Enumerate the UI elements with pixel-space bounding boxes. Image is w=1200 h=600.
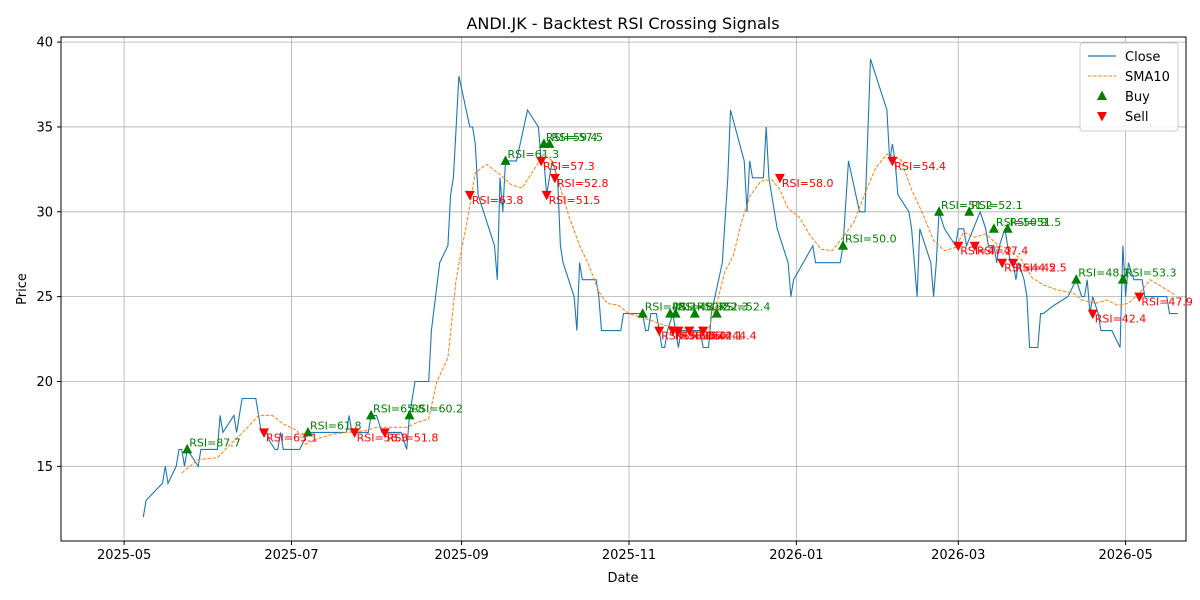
buy-marker [1117,274,1128,284]
buy-marker [366,409,377,420]
sell-marker [1087,309,1098,320]
buy-marker [1071,274,1082,284]
sell-marker [698,326,709,337]
sell-signal-label: RSI=58.0 [782,177,834,190]
x-tick-label: 2026-05 [1098,548,1152,563]
buy-signal-label: RSI=59.4 [546,131,598,144]
sell-marker [969,241,980,252]
x-tick-label: 2025-05 [97,548,151,563]
legend-close-label: Close [1125,50,1160,65]
buy-marker [500,155,511,165]
buy-marker [838,240,849,250]
x-tick-label: 2026-01 [769,548,823,563]
sell-marker [887,156,898,167]
buy-signal-label: RSI=87.7 [189,436,241,449]
buy-marker [637,308,648,318]
buy-marker [404,409,415,420]
legend-sell-swatch [1097,112,1107,122]
sell-marker [1134,292,1145,303]
sell-marker [654,326,665,337]
legend-sma10-label: SMA10 [1125,70,1170,85]
buy-signal-label: RSI=53.3 [1125,267,1177,280]
buy-signal-label: RSI=61.8 [310,419,362,432]
sell-marker [684,326,695,337]
x-tick-label: 2026-03 [931,548,985,563]
buy-signal-label: RSI=65.8 [373,402,425,415]
sell-signal-label: RSI=47.4 [977,245,1029,258]
x-axis-label: Date [607,571,638,586]
sell-marker [1008,258,1019,269]
buy-signal-label: RSI=52.3 [697,301,749,314]
legend-sell-label: Sell [1125,110,1148,125]
chart-title: ANDI.JK - Backtest RSI Crossing Signals [466,14,779,33]
y-tick-label: 20 [36,375,53,390]
sell-signal-label: RSI=42.4 [1095,313,1147,326]
x-tick-label: 2025-09 [434,548,488,563]
buy-marker [182,443,193,454]
sell-marker [259,428,270,438]
sell-signal-label: RSI=44.5 [1004,262,1056,275]
legend-box [1079,42,1179,132]
sell-signal-label: RSI=36.4 [680,330,732,343]
y-tick-label: 40 [36,36,53,51]
buy-marker [302,426,313,437]
buy-signal-label: RSI=60.2 [411,402,463,415]
series-line-close [142,58,1178,518]
y-tick-label: 30 [36,205,53,220]
buy-signal-label: RSI=50.0 [845,233,897,246]
sell-marker [774,173,785,184]
buy-signal-label: RSI=52.4 [719,301,771,314]
sell-marker [379,428,390,438]
buy-marker [988,223,999,233]
legend-buy-swatch [1097,90,1107,100]
x-tick-label: 2025-11 [602,548,656,563]
buy-signal-label: RSI=51.2 [941,199,993,212]
buy-marker [934,206,945,216]
buy-marker [544,138,555,148]
buy-marker [689,308,700,318]
legend: Close SMA10 Buy Sell [1079,42,1179,132]
grid [61,37,1186,541]
buy-marker [1002,223,1013,233]
buy-signal-label: RSI=52.1 [971,199,1023,212]
sell-marker [536,156,547,167]
sell-marker [541,190,552,201]
axis-ticks: 2025-05 2025-07 2025-09 2025-11 2026-01 2026-… [36,36,1152,563]
buy-signal-label: RSI=51.5 [1010,216,1062,229]
buy-signal-label: RSI=61.3 [508,148,560,161]
y-tick-label: 25 [36,290,53,305]
buy-marker [964,206,975,216]
sell-signal-label: RSI=63.8 [472,194,524,207]
sell-signal-label: RSI=54.4 [894,160,946,173]
buy-signal-label: RSI=48.2 [645,301,697,314]
sell-marker [953,241,964,252]
buy-signal-label: RSI=57.5 [551,131,603,144]
sell-signal-label: RSI=58.3 [357,431,409,444]
y-tick-label: 15 [36,460,53,475]
sell-signal-label: RSI=52.8 [557,177,609,190]
sell-signal-label: RSI=47.9 [1141,296,1193,309]
sell-signal-label: RSI=63.1 [266,431,318,444]
buy-marker [711,308,722,318]
sell-marker [673,326,684,337]
sell-marker [349,428,360,438]
plot-frame [60,36,1187,542]
sell-marker [997,258,1008,269]
sell-marker [549,173,560,184]
legend-buy-label: Buy [1125,90,1150,105]
buy-signal-label: RSI=48.3 [672,301,724,314]
sell-marker [464,190,475,201]
buy-marker [670,308,681,318]
buy-signal-label: RSI=48.2 [1078,267,1130,280]
sell-signal-label: RSI=44.4 [705,330,757,343]
x-tick-label: 2025-07 [264,548,318,563]
y-axis-label: Price [15,273,30,305]
sell-signal-label: RSI=51.8 [387,431,439,444]
sell-signal-label: RSI=57.3 [543,160,595,173]
y-tick-label: 35 [36,120,53,135]
sell-signal-label: RSI=51.5 [549,194,601,207]
sell-signal-label: RSI=42.5 [1015,262,1067,275]
